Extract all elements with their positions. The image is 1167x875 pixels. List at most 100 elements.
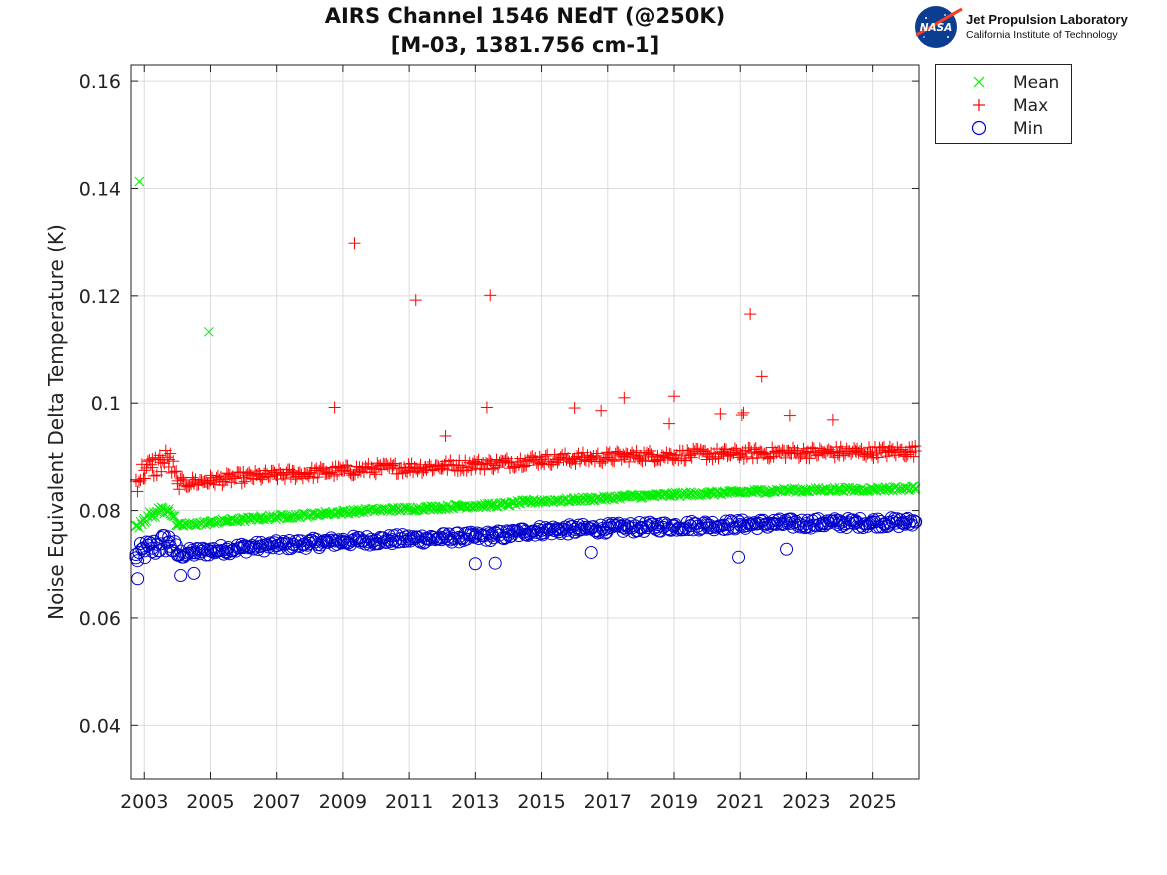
max-point: [595, 404, 608, 417]
max-point: [499, 454, 512, 467]
max-point: [254, 470, 267, 483]
min-point: [386, 533, 400, 547]
max-point: [826, 413, 839, 426]
y-tick-label: 0.12: [79, 286, 121, 308]
max-point: [681, 444, 694, 457]
max-point: [340, 459, 353, 472]
y-tick-label: 0.16: [79, 71, 121, 93]
min-point: [187, 545, 201, 559]
legend-label-mean: Mean: [1013, 73, 1060, 93]
x-tick-label: 2003: [120, 791, 168, 813]
legend-label-max: Max: [1013, 96, 1049, 116]
min-point: [319, 535, 333, 549]
mean-point: [751, 486, 762, 497]
mean-point: [859, 486, 870, 496]
mean-point: [867, 484, 878, 494]
max-point: [480, 401, 493, 414]
min-point: [260, 538, 274, 552]
plot-background: [131, 65, 919, 779]
min-point: [804, 521, 818, 535]
min-point: [551, 523, 565, 537]
max-point: [469, 458, 482, 471]
min-point: [756, 513, 770, 527]
max-point: [568, 402, 581, 415]
min-point: [435, 531, 449, 545]
mean-point: [528, 494, 539, 505]
max-point: [154, 456, 167, 469]
max-point: [833, 446, 846, 459]
max-point: [623, 455, 636, 468]
max-point: [311, 471, 324, 484]
max-point: [138, 464, 151, 477]
max-point: [552, 453, 565, 466]
x-tick-label: 2009: [319, 791, 367, 813]
legend-item-min: Min: [936, 117, 1071, 139]
mean-point: [652, 490, 663, 501]
max-point: [533, 450, 546, 463]
min-point: [684, 519, 698, 533]
mean-point: [406, 505, 417, 516]
max-point: [767, 447, 780, 460]
min-point: [419, 531, 433, 545]
min-point: [286, 537, 300, 551]
mean-point: [423, 501, 433, 512]
min-point: [601, 521, 615, 535]
max-point: [368, 466, 381, 479]
y-tick-label: 0.04: [79, 715, 121, 737]
min-point: [882, 515, 896, 529]
min-point: [700, 518, 714, 532]
mean-point: [755, 485, 766, 495]
mean-point: [840, 482, 851, 493]
min-point: [816, 516, 830, 530]
jpl-logo: NASA Jet Propulsion Laboratory Californi…: [912, 4, 1162, 50]
max-point: [866, 446, 879, 459]
max-point: [314, 461, 327, 474]
mean-point: [277, 509, 287, 520]
mean-point: [636, 491, 646, 501]
min-point: [187, 566, 201, 580]
mean-point: [147, 510, 158, 520]
max-point: [559, 447, 572, 460]
max-point: [871, 451, 884, 464]
max-point: [287, 468, 300, 481]
circle-marker-icon: [971, 120, 987, 136]
min-point: [336, 534, 350, 548]
min-point: [667, 519, 681, 533]
max-point: [728, 442, 741, 455]
mean-point: [718, 488, 729, 498]
max-point: [177, 474, 190, 487]
max-point: [585, 451, 598, 464]
min-point: [584, 522, 598, 536]
y-axis-label: Noise Equivalent Delta Temperature (K): [44, 224, 68, 620]
min-point: [634, 520, 648, 534]
x-tick-label: 2015: [517, 791, 565, 813]
mean-point: [493, 501, 503, 512]
max-point: [320, 465, 333, 478]
mean-point: [321, 508, 332, 519]
max-point: [341, 460, 354, 473]
max-point: [901, 448, 914, 461]
mean-point: [164, 504, 174, 514]
mean-point: [536, 496, 547, 506]
min-point: [898, 517, 912, 531]
max-point: [164, 447, 177, 460]
mean-point: [818, 484, 828, 495]
max-point: [436, 460, 449, 473]
max-point: [755, 370, 768, 383]
x-tick-label: 2011: [385, 791, 433, 813]
mean-point: [575, 496, 585, 507]
max-point: [907, 450, 920, 463]
min-point: [849, 516, 863, 530]
min-point: [174, 569, 188, 583]
min-point: [269, 534, 283, 548]
max-point: [235, 477, 248, 490]
min-point: [501, 528, 515, 542]
min-point: [732, 550, 746, 564]
axes-box: [130, 64, 920, 780]
max-point: [168, 465, 181, 478]
max-point: [806, 441, 819, 454]
nasa-badge-text: NASA: [920, 22, 953, 34]
max-point: [174, 472, 187, 485]
mean-point: [586, 493, 597, 504]
